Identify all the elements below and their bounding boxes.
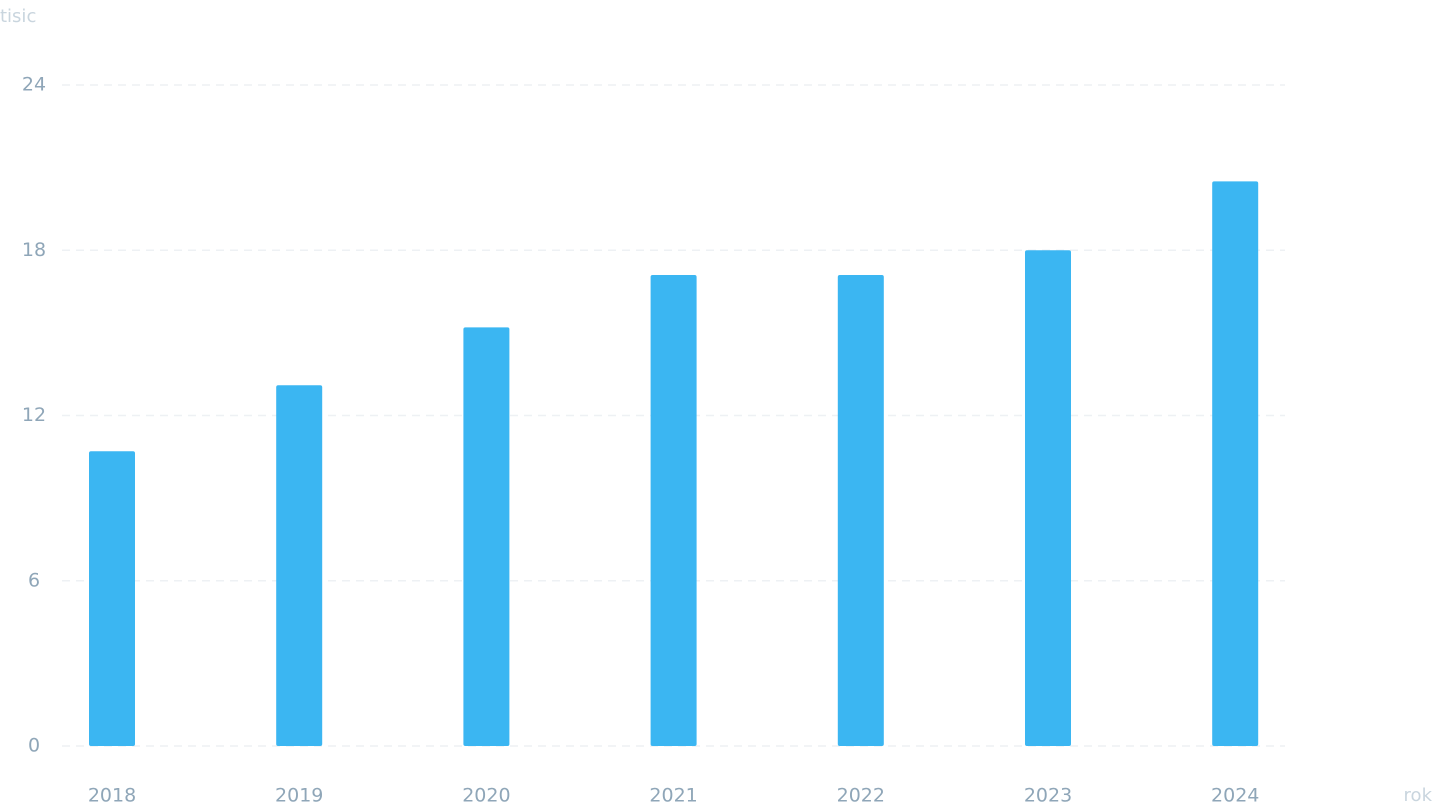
y-axis-label: tisic xyxy=(0,6,36,27)
bar xyxy=(1025,250,1071,746)
y-tick-label: 24 xyxy=(22,74,46,96)
x-tick-label: 2021 xyxy=(649,785,697,807)
bar xyxy=(1212,181,1259,747)
y-tick-label: 6 xyxy=(28,569,40,591)
x-tick-label: 2018 xyxy=(88,785,136,807)
x-tick-label: 2022 xyxy=(837,785,885,807)
x-tick-label: 2020 xyxy=(462,785,510,807)
x-tick-label: 2023 xyxy=(1024,785,1072,807)
bar xyxy=(837,275,884,746)
x-axis-label: rok xyxy=(1404,785,1433,806)
bar xyxy=(89,451,135,746)
y-tick-label: 18 xyxy=(22,239,46,261)
x-tick-label: 2019 xyxy=(275,785,323,807)
y-tick-label: 0 xyxy=(28,735,40,757)
bar xyxy=(650,275,697,746)
bar xyxy=(276,385,323,746)
y-tick-label: 12 xyxy=(22,404,46,426)
bar xyxy=(463,327,510,746)
x-tick-label: 2024 xyxy=(1211,785,1259,807)
